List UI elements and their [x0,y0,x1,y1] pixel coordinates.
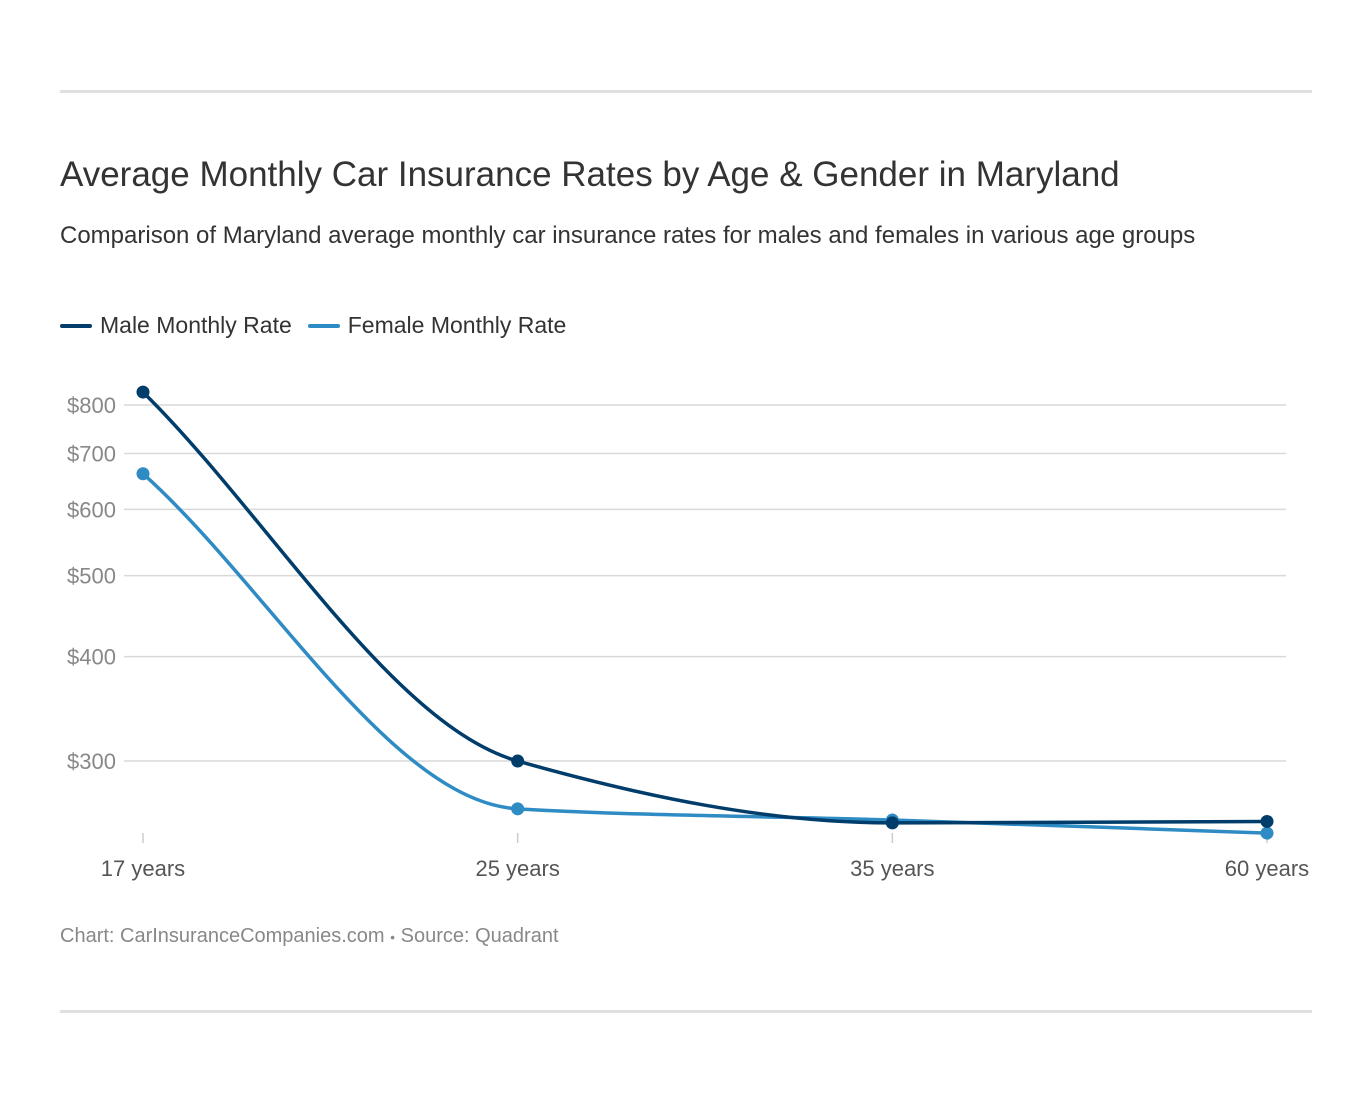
legend-item-male: Male Monthly Rate [60,312,292,339]
chart-footer: Chart: CarInsuranceCompanies.com • Sourc… [60,925,559,948]
data-point-male [885,816,899,830]
top-divider [60,90,1312,93]
y-tick-label: $700 [67,441,116,466]
bottom-divider [60,1010,1312,1013]
series-line-female [141,472,1268,835]
chart-credit: Chart: CarInsuranceCompanies.com [60,925,385,947]
footer-separator: • [390,929,396,945]
x-tick-label: 17 years [101,856,185,881]
legend-item-female: Female Monthly Rate [307,312,567,339]
data-point-male [1260,814,1274,828]
legend-label-male: Male Monthly Rate [100,312,292,338]
y-tick-label: $400 [67,645,116,670]
data-point-male [511,754,525,768]
chart-title: Average Monthly Car Insurance Rates by A… [60,155,1120,194]
y-tick-label: $300 [67,749,116,774]
y-tick-label: $800 [67,393,116,418]
legend-label-female: Female Monthly Rate [347,312,567,338]
series-line-male [141,390,1268,825]
chart-subtitle: Comparison of Maryland average monthly c… [60,222,1196,249]
data-point-male [136,385,150,399]
chart-source: Source: Quadrant [400,925,559,947]
x-tick-label: 25 years [475,856,559,881]
data-point-female [511,802,525,816]
y-tick-label: $500 [67,564,116,589]
legend-swatch-female [307,323,340,328]
data-point-female [1260,826,1274,840]
legend-swatch-male [60,323,92,328]
y-tick-label: $600 [67,497,116,522]
x-tick-label: 35 years [850,856,934,881]
data-point-female [136,467,150,481]
x-tick-label: 60 years [1225,856,1309,881]
legend: Male Monthly Rate Female Monthly Rate [60,312,566,339]
